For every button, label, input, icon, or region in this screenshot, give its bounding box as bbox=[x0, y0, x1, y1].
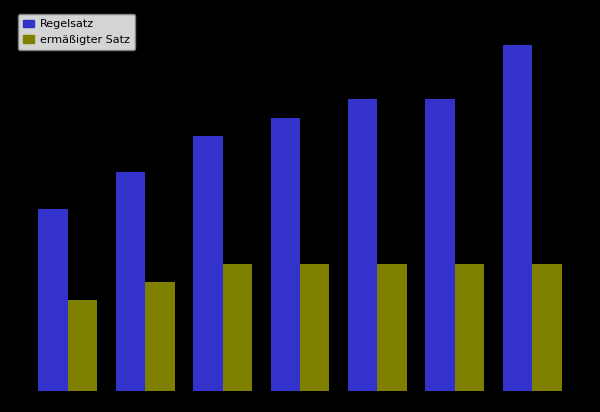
Bar bbox=[145, 282, 175, 391]
Bar bbox=[271, 118, 300, 391]
Bar bbox=[38, 209, 68, 391]
Bar bbox=[455, 264, 484, 391]
Bar bbox=[223, 264, 252, 391]
Bar bbox=[300, 264, 329, 391]
Bar bbox=[193, 136, 223, 391]
Bar bbox=[532, 264, 562, 391]
Bar bbox=[377, 264, 407, 391]
Legend: Regelsatz, ermäßigter Satz: Regelsatz, ermäßigter Satz bbox=[17, 14, 135, 50]
Bar bbox=[503, 45, 532, 391]
Bar bbox=[348, 99, 377, 391]
Bar bbox=[68, 300, 97, 391]
Bar bbox=[425, 99, 455, 391]
Bar bbox=[116, 173, 145, 391]
